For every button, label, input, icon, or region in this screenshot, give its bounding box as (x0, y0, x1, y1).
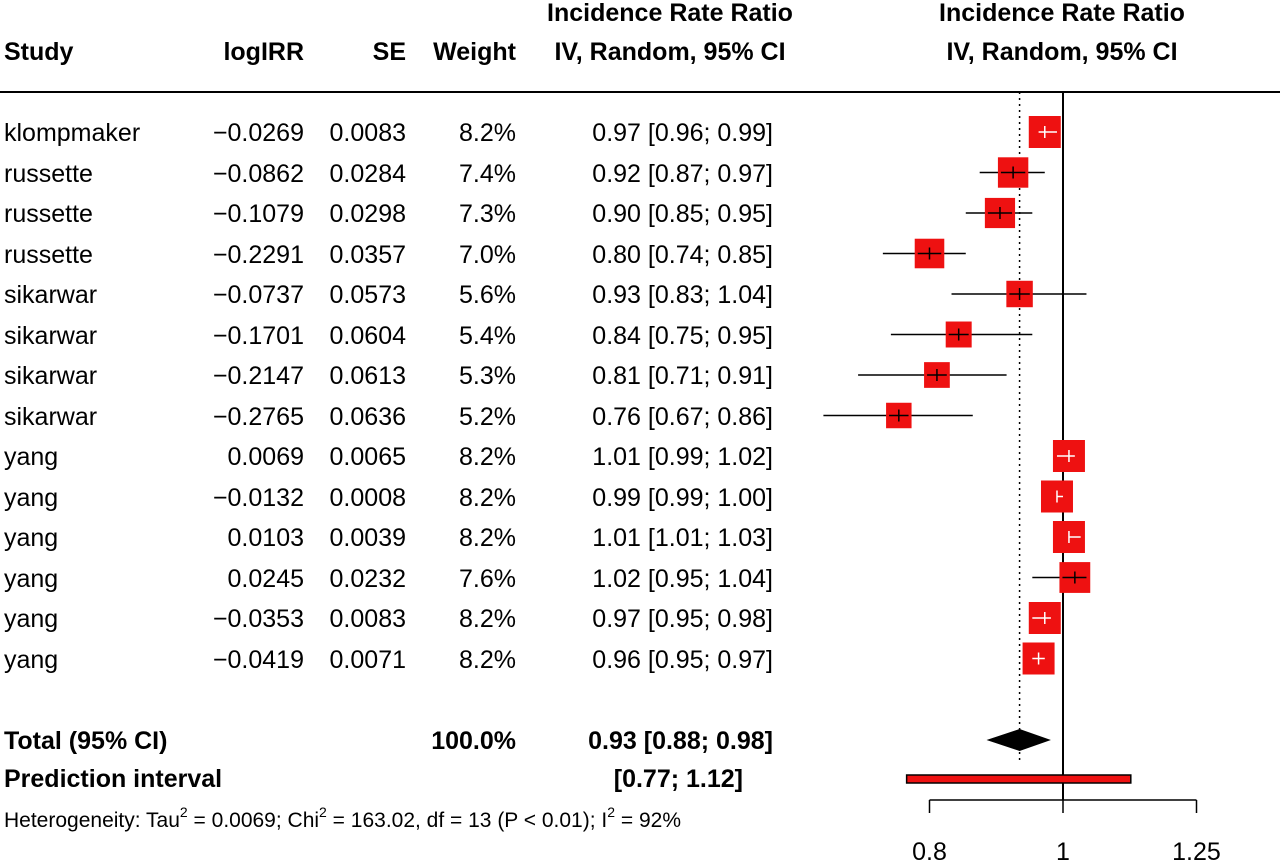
het-chi-sup: 2 (319, 804, 327, 820)
weight-value: 8.2% (459, 119, 516, 147)
weight-value: 8.2% (459, 524, 516, 552)
ci-value: 0.92 [0.87; 0.97] (592, 159, 773, 188)
se-value: 0.0232 (329, 564, 406, 593)
se-value: 0.0065 (329, 443, 406, 471)
weight-value: 8.2% (459, 645, 516, 674)
ci-value: 1.02 [0.95; 1.04] (592, 564, 773, 593)
x-tick-label: 1 (1056, 838, 1070, 862)
header-weight: Weight (433, 38, 516, 66)
prediction-interval-bar (905, 774, 1132, 784)
study-name: sikarwar (4, 362, 98, 390)
weight-value: 5.6% (459, 281, 516, 309)
se-value: 0.0071 (329, 645, 406, 674)
study-name: klompmaker (4, 119, 141, 147)
logirr-value: −0.2147 (212, 362, 304, 390)
study-name: yang (4, 605, 59, 633)
weight-value: 8.2% (459, 443, 516, 471)
header-plot-line1: Incidence Rate Ratio (939, 0, 1185, 27)
logirr-value: −0.0737 (212, 281, 304, 309)
het-tau-label: Heterogeneity: Tau (4, 809, 180, 832)
weight-value: 5.2% (459, 402, 516, 431)
ci-value: 0.90 [0.85; 0.95] (592, 200, 773, 228)
se-value: 0.0613 (329, 362, 406, 390)
ci-value: 1.01 [1.01; 1.03] (592, 524, 773, 552)
ci-value: 0.81 [0.71; 0.91] (592, 362, 773, 390)
logirr-value: −0.0419 (212, 645, 304, 674)
weight-value: 7.6% (459, 564, 516, 593)
het-i-value: = 92% (615, 809, 682, 832)
prediction-ci: [0.77; 1.12] (613, 765, 743, 793)
logirr-value: −0.2291 (212, 240, 304, 269)
logirr-value: −0.2765 (212, 402, 304, 431)
study-name: yang (4, 483, 59, 512)
logirr-value: 0.0069 (227, 443, 304, 471)
weight-value: 5.4% (459, 321, 516, 350)
study-name: yang (4, 524, 59, 552)
se-value: 0.0083 (329, 605, 406, 633)
x-tick-label: 0.8 (912, 838, 947, 862)
ci-value: 0.97 [0.95; 0.98] (592, 605, 773, 633)
se-value: 0.0357 (329, 240, 406, 269)
study-name: russette (4, 200, 93, 228)
study-name: sikarwar (4, 281, 98, 309)
weight-value: 7.3% (459, 200, 516, 228)
ci-value: 1.01 [0.99; 1.02] (592, 443, 773, 471)
ci-value: 0.93 [0.83; 1.04] (592, 281, 773, 309)
study-name: russette (4, 240, 93, 269)
het-tau-sup: 2 (179, 804, 188, 820)
logirr-value: −0.0132 (212, 483, 304, 512)
header-logirr: logIRR (223, 38, 304, 66)
logirr-value: −0.0353 (212, 605, 304, 633)
ci-value: 0.96 [0.95; 0.97] (592, 645, 773, 674)
logirr-value: −0.0862 (212, 159, 304, 188)
study-name: sikarwar (4, 321, 98, 350)
header-se: SE (372, 38, 406, 66)
study-name: yang (4, 443, 59, 471)
weight-value: 8.2% (459, 483, 516, 512)
se-value: 0.0008 (329, 483, 406, 512)
total-label: Total (95% CI) (4, 727, 168, 755)
header-plot-line2: IV, Random, 95% CI (946, 38, 1178, 66)
heterogeneity-text: Heterogeneity: Tau2 = 0.0069; Chi2 = 163… (4, 804, 682, 832)
prediction-label: Prediction interval (4, 765, 223, 793)
het-tau-value: = 0.0069; Chi (187, 809, 320, 832)
weight-value: 7.4% (459, 159, 516, 188)
study-name: yang (4, 645, 59, 674)
ci-value: 0.99 [0.99; 1.00] (592, 483, 773, 512)
weight-value: 5.3% (459, 362, 516, 390)
ci-value: 0.97 [0.96; 0.99] (592, 119, 773, 147)
se-value: 0.0636 (329, 402, 406, 431)
ci-value: 0.80 [0.74; 0.85] (592, 240, 773, 269)
se-value: 0.0284 (329, 159, 406, 188)
header-rule (0, 91, 1280, 93)
logirr-value: 0.0103 (227, 524, 304, 552)
se-value: 0.0573 (329, 281, 406, 309)
se-value: 0.0039 (329, 524, 406, 552)
het-chi-value: = 163.02, df = 13 (P < 0.01); I (326, 809, 608, 832)
x-tick-label: 1.25 (1172, 838, 1221, 862)
header-study: Study (4, 38, 74, 66)
total-ci: 0.93 [0.88; 0.98] (588, 727, 773, 755)
header-irr-line2: IV, Random, 95% CI (554, 38, 786, 66)
header-irr-line1: Incidence Rate Ratio (547, 0, 793, 27)
total-weight: 100.0% (431, 727, 516, 755)
study-name: yang (4, 564, 59, 593)
het-i-sup: 2 (607, 804, 616, 820)
study-name: russette (4, 159, 93, 188)
se-value: 0.0083 (329, 119, 406, 147)
study-name: sikarwar (4, 402, 98, 431)
weight-value: 8.2% (459, 605, 516, 633)
pooled-diamond (986, 729, 1051, 751)
logirr-value: −0.1079 (212, 200, 304, 228)
logirr-value: 0.0245 (227, 564, 304, 593)
logirr-value: −0.0269 (212, 119, 304, 147)
logirr-value: −0.1701 (212, 321, 304, 350)
ci-value: 0.84 [0.75; 0.95] (592, 321, 773, 350)
ci-value: 0.76 [0.67; 0.86] (592, 402, 773, 431)
weight-value: 7.0% (459, 240, 516, 269)
se-value: 0.0298 (329, 200, 406, 228)
se-value: 0.0604 (329, 321, 406, 350)
